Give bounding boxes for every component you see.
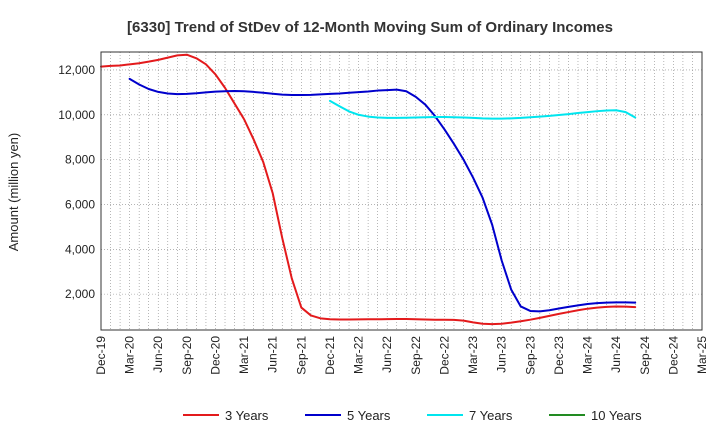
x-tick-label: Sep-20 xyxy=(180,336,194,375)
plot-frame xyxy=(100,51,703,331)
x-tick-label: Mar-25 xyxy=(695,336,709,374)
x-tick-label: Dec-23 xyxy=(552,336,566,375)
x-tick-label: Jun-21 xyxy=(266,336,280,373)
series-line-7-years xyxy=(328,99,637,120)
x-tick-label: Mar-20 xyxy=(123,336,137,374)
y-tick-label: 4,000 xyxy=(65,242,95,256)
x-tick-label: Sep-22 xyxy=(409,336,423,375)
series-line-3-years xyxy=(100,53,637,326)
x-tick-label: Jun-20 xyxy=(151,336,165,373)
grid xyxy=(101,52,702,330)
x-tick-label: Sep-24 xyxy=(638,336,652,375)
y-tick-label: 8,000 xyxy=(65,153,95,167)
x-tick-label: Dec-20 xyxy=(208,336,222,375)
x-tick-label: Dec-22 xyxy=(437,336,451,375)
y-tick-label: 6,000 xyxy=(65,197,95,211)
y-axis-label: Amount (million yen) xyxy=(6,133,21,252)
series-lines xyxy=(100,53,637,326)
x-tick-label: Dec-21 xyxy=(323,336,337,375)
x-tick-label: Mar-21 xyxy=(237,336,251,374)
x-tick-label: Jun-24 xyxy=(609,336,623,373)
x-tick-label: Sep-21 xyxy=(294,336,308,375)
legend-label: 3 Years xyxy=(225,408,269,423)
x-tick-label: Dec-19 xyxy=(94,336,108,375)
x-tick-label: Mar-24 xyxy=(581,336,595,374)
y-tick-label: 2,000 xyxy=(65,287,95,301)
x-tick-label: Jun-22 xyxy=(380,336,394,373)
x-tick-label: Mar-22 xyxy=(352,336,366,374)
y-tick-label: 12,000 xyxy=(58,63,95,77)
y-tick-label: 10,000 xyxy=(58,108,95,122)
x-tick-labels: Dec-19 Mar-20 Jun-20 Sep-20 Dec-20 Mar-21 Jun-… xyxy=(94,336,709,375)
legend-label: 10 Years xyxy=(591,408,642,423)
x-tick-label: Jun-23 xyxy=(495,336,509,373)
series-line-5-years xyxy=(128,77,637,313)
x-tick-label: Mar-23 xyxy=(466,336,480,374)
y-tick-labels: 2,000 4,000 6,000 8,000 10,000 12,000 xyxy=(58,63,95,301)
legend-label: 5 Years xyxy=(347,408,391,423)
chart-title: [6330] Trend of StDev of 12-Month Moving… xyxy=(127,19,613,36)
legend: 3 Years 5 Years 7 Years 10 Years xyxy=(183,408,642,423)
x-tick-label: Sep-23 xyxy=(523,336,537,375)
x-tick-label: Dec-24 xyxy=(666,336,680,375)
legend-label: 7 Years xyxy=(469,408,513,423)
